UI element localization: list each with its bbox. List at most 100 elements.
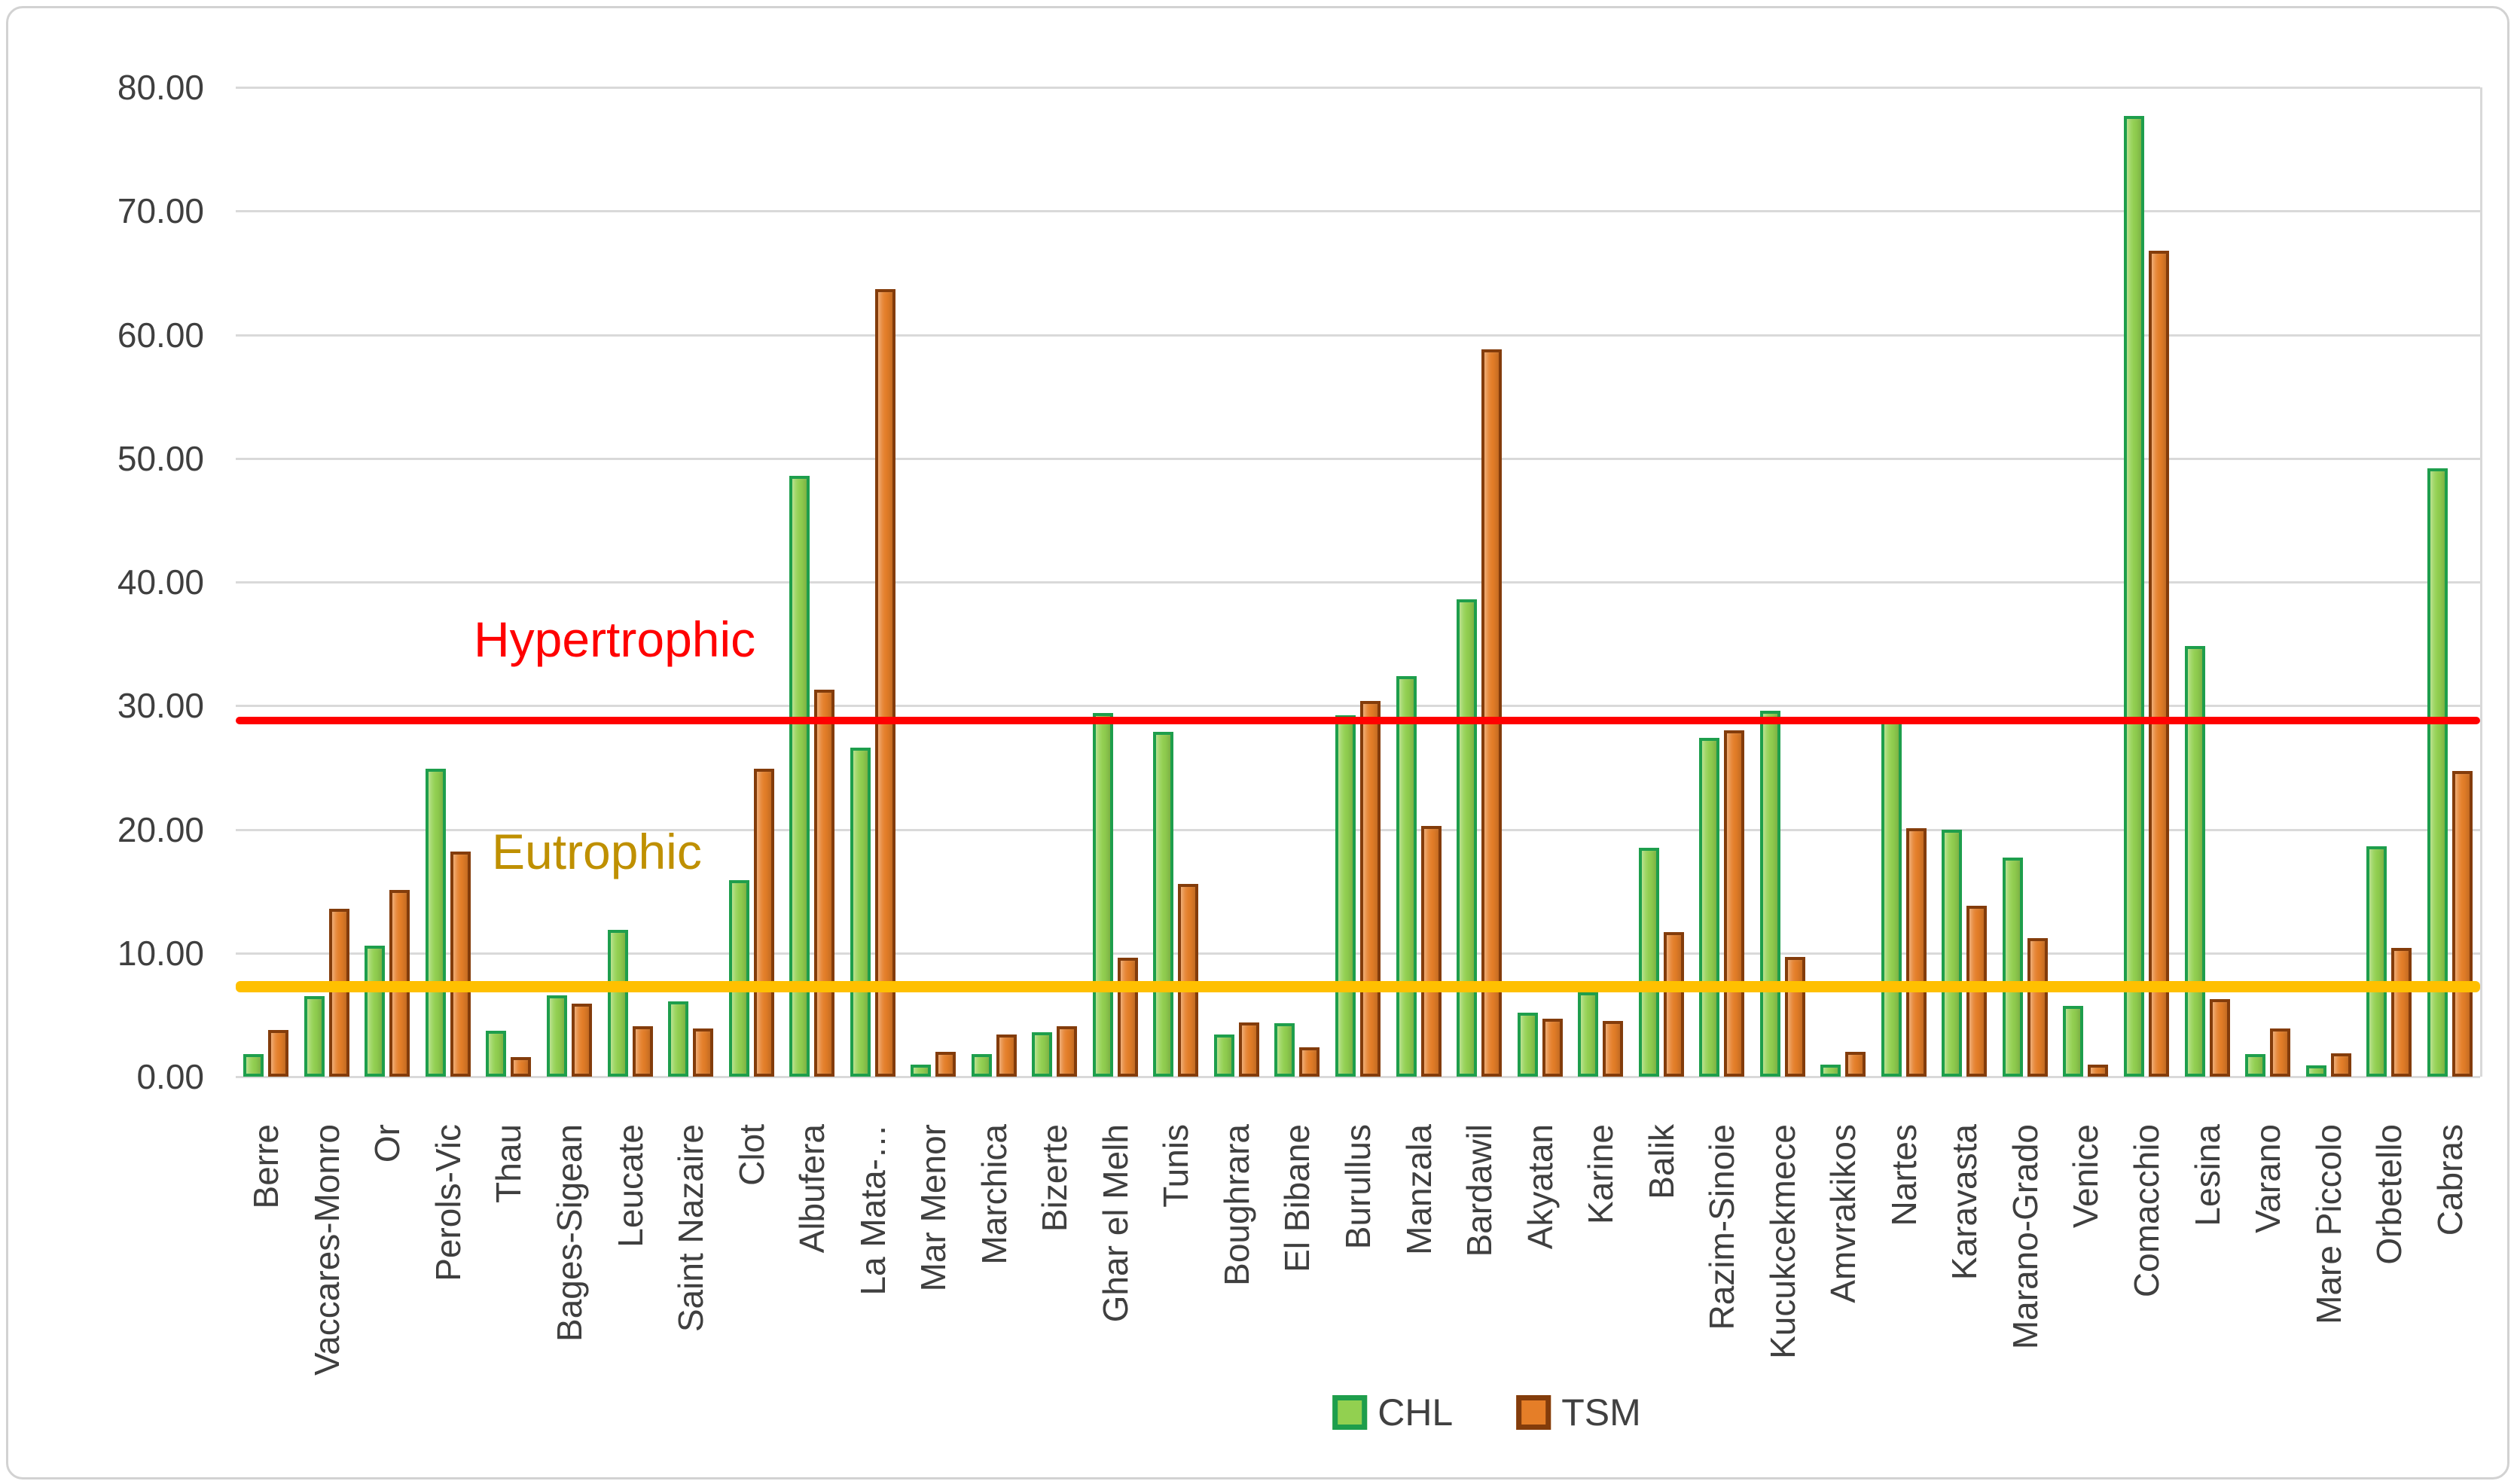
bar-chl-berre [243,1054,264,1077]
x-label-tunis: Tunis [1156,1124,1196,1208]
bar-tsm-orbetello [2391,948,2412,1077]
y-tick-label-60: 60.00 [117,315,204,355]
y-tick-label-0: 0.00 [136,1057,204,1096]
bar-chl-manzala [1396,675,1417,1077]
x-label-varano: Varano [2248,1124,2288,1233]
bar-chl-karavasta [1942,829,1963,1077]
bar-chl-bizerte [1032,1031,1053,1077]
bar-tsm-perols-vic [450,852,471,1077]
refline-hypertrophic [236,716,2480,724]
x-label-venice: Venice [2066,1124,2106,1229]
gridline-0 [236,1076,2480,1078]
refline-label-eutrophic: Eutrophic [492,824,702,879]
gridline-60 [236,334,2480,337]
bar-chl-amvrakikos [1820,1064,1841,1077]
gridline-10 [236,952,2480,955]
bar-tsm-mare-piccolo [2330,1053,2351,1077]
bar-chl-clot [728,879,749,1077]
bar-tsm-tunis [1178,883,1199,1077]
chart-frame: 0.00 10.00 20.00 30.00 40.00 50.00 60.00 70.00 8… [6,6,2509,1479]
x-label-el-bibane: El Bibane [1277,1124,1317,1272]
x-label-manzala: Manzala [1399,1124,1439,1255]
bar-chl-thau [486,1031,507,1077]
bar-chl-saint-nazaire [668,1001,689,1077]
gridline-20 [236,828,2480,831]
gridline-80 [236,87,2480,89]
y-tick-label-50: 50.00 [117,438,204,478]
y-tick-label-30: 30.00 [117,686,204,726]
bar-tsm-amvrakikos [1845,1052,1866,1077]
x-label-amvrakikos: Amvrakikos [1823,1124,1863,1303]
bar-tsm-marchica [996,1035,1017,1077]
legend-item-tsm: TSM [1516,1391,1641,1434]
y-tick-label-80: 80.00 [117,68,204,107]
refline-label-hypertrophic: Hypertrophic [474,611,756,667]
bar-tsm-nartes [1905,827,1927,1077]
y-tick-label-10: 10.00 [117,933,204,973]
legend-label-chl: CHL [1378,1391,1454,1434]
gridline-50 [236,457,2480,460]
x-label-thau: Thau [489,1124,529,1203]
x-label-clot: Clot [731,1124,771,1186]
x-label-boughrara: Boughrara [1216,1124,1256,1286]
bar-chl-comacchio [2124,115,2145,1077]
bar-chl-el-bibane [1274,1023,1295,1077]
x-label-ghar-el-melh: Ghar el Melh [1095,1124,1135,1323]
bar-tsm-ghar-el-melh [1117,958,1138,1077]
bar-tsm-cabras [2451,771,2473,1077]
x-label-la-mata-: La Mata-… [853,1124,892,1296]
x-label-perols-vic: Perols-Vic [428,1124,468,1281]
bar-tsm-leucate [632,1025,653,1077]
bar-tsm-boughrara [1238,1022,1259,1077]
bar-chl-mare-piccolo [2305,1065,2326,1077]
x-label-marano-grado: Marano-Grado [2005,1124,2045,1350]
bar-chl-karine [1578,992,1599,1077]
legend-swatch-tsm-icon [1516,1395,1551,1430]
bar-chl-tunis [1153,731,1174,1077]
bar-tsm-manzala [1420,825,1442,1077]
x-label-saint-nazaire: Saint Nazaire [671,1124,711,1333]
bar-chl-ghar-el-melh [1092,713,1113,1077]
bar-tsm-marano-grado [2027,938,2048,1077]
legend-swatch-chl-icon [1332,1395,1368,1430]
x-label-mar-menor: Mar Menor [914,1124,953,1292]
bar-tsm-comacchio [2149,250,2170,1077]
bar-chl-orbetello [2366,846,2387,1077]
bar-tsm-karine [1603,1021,1624,1077]
x-label-razim-sinoie: Razim-Sinoie [1702,1124,1742,1330]
bar-tsm-la-mata- [874,288,895,1077]
bar-chl-bardawil [1457,599,1478,1077]
x-label-albufera: Albufera [792,1124,832,1254]
y-tick-label-20: 20.00 [117,809,204,849]
bar-tsm-venice [2088,1064,2109,1077]
bar-tsm-berre [268,1029,289,1077]
bar-chl-lesina [2184,646,2205,1077]
bar-chl-venice [2063,1006,2084,1077]
x-label-bizerte: Bizerte [1035,1124,1075,1233]
gridline-40 [236,581,2480,584]
bar-tsm-bages-sigean [571,1004,592,1077]
bar-chl-perols-vic [425,769,446,1077]
x-label-akyatan: Akyatan [1520,1124,1560,1250]
y-tick-label-40: 40.00 [117,562,204,602]
gridline-30 [236,705,2480,708]
bar-chl-marano-grado [2002,858,2023,1077]
bar-tsm-balik [1663,931,1684,1077]
bar-chl-burullus [1335,715,1356,1077]
bar-chl-nartes [1881,718,1902,1077]
x-label-bages-sigean: Bages-Sigean [549,1124,589,1342]
bar-tsm-burullus [1360,700,1381,1077]
bar-chl-balik [1638,848,1659,1077]
bar-tsm-saint-nazaire [693,1028,714,1077]
legend-label-tsm: TSM [1561,1391,1641,1434]
x-label-mare-piccolo: Mare Piccolo [2308,1124,2348,1324]
bar-tsm-bizerte [1057,1025,1078,1077]
refline-eutrophic [236,980,2480,992]
x-label-lesina: Lesina [2187,1124,2227,1227]
x-label-nartes: Nartes [1884,1124,1924,1227]
bar-tsm-lesina [2209,998,2230,1077]
bar-tsm-el-bibane [1299,1047,1320,1077]
x-label-karavasta: Karavasta [1945,1124,1985,1281]
x-label-leucate: Leucate [610,1124,650,1248]
x-label-karine: Karine [1581,1124,1621,1224]
